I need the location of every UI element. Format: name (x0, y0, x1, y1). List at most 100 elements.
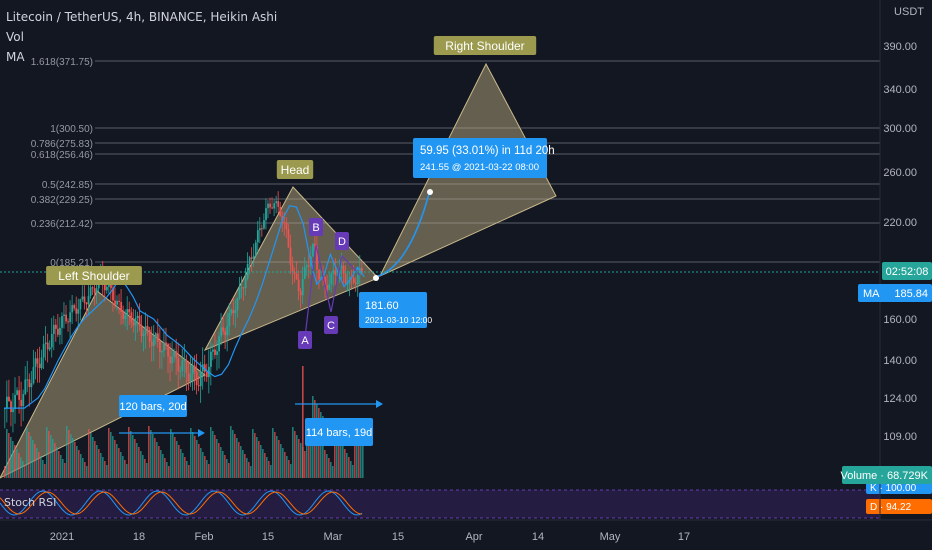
candle-body (106, 286, 108, 291)
volume-bar (44, 464, 46, 478)
candle-body (320, 276, 322, 280)
fib-level-label: 0.618(256.46) (31, 150, 93, 161)
candle-body (222, 327, 225, 332)
volume-bar (334, 429, 336, 478)
candle-body (165, 342, 167, 345)
candle-body (236, 298, 239, 311)
volume-bar (326, 454, 328, 478)
candles (4, 191, 363, 433)
candle-body (69, 312, 72, 323)
volume-bar (258, 441, 260, 478)
volume-bar (96, 445, 98, 478)
volume-bar (92, 437, 94, 478)
volume-bar (242, 450, 244, 478)
pattern-label: Right Shoulder (445, 39, 524, 53)
candle-body (163, 342, 165, 351)
volume-bar (118, 448, 120, 478)
volume-bar (354, 428, 356, 478)
volume-bar (106, 465, 108, 478)
fib-level-label: 0.786(275.83) (31, 139, 93, 150)
volume-bar (28, 432, 30, 478)
volume-bar (10, 437, 12, 478)
x-tick-label: 14 (532, 531, 544, 543)
candle-body (181, 360, 184, 371)
x-tick-label: Feb (195, 531, 214, 543)
candle-body (57, 328, 59, 335)
candle-body (93, 288, 96, 293)
candle-body (267, 203, 269, 209)
abcd-wave (304, 244, 361, 338)
volume-bar (150, 430, 152, 478)
candle-body (91, 287, 94, 289)
candle-body (79, 299, 82, 310)
y-tick-label: 260.00 (883, 167, 917, 179)
wave-label-bg (309, 218, 323, 236)
candle-body (134, 318, 137, 326)
volume-bar (200, 448, 202, 478)
volume-bar (68, 430, 70, 478)
volume-bar (194, 436, 196, 478)
candle-body (354, 282, 357, 284)
ma-indicator[interactable]: MA (6, 50, 25, 64)
volume-bar (158, 446, 160, 478)
candle-body (171, 356, 174, 364)
volume-bar (328, 458, 330, 478)
volume-bar (174, 437, 176, 478)
volume-bar (32, 440, 34, 478)
volume-bar (338, 437, 340, 478)
volume-bar (256, 437, 258, 478)
x-tick-label: 17 (678, 531, 690, 543)
volume-bar (234, 434, 236, 478)
candle-body (318, 269, 320, 280)
volume-bar (346, 453, 348, 478)
volume-bar (114, 440, 116, 478)
candle-body (173, 351, 176, 357)
fib-level-label: 0.236(212.42) (31, 219, 93, 230)
measure-label: 120 bars, 20d (119, 401, 186, 413)
volume-bar (214, 435, 216, 478)
volume-bar (220, 447, 222, 478)
candle-body (205, 371, 208, 378)
volume-bar (66, 426, 68, 478)
volume-tag: Volume · 68.729K (841, 470, 929, 482)
volume-bar (6, 429, 8, 478)
vol-indicator[interactable]: Vol (6, 30, 24, 44)
volume-bar (20, 457, 22, 478)
candle-body (316, 246, 318, 270)
y-tick-label: 220.00 (883, 217, 917, 229)
volume-bar (172, 433, 174, 478)
candle-body (248, 257, 251, 264)
candle-body (138, 315, 141, 326)
current-price-tag-bg (882, 262, 932, 280)
candle-body (361, 268, 363, 273)
candle-body (146, 326, 149, 330)
candle-body (293, 271, 296, 274)
candle-body (303, 267, 306, 280)
volume-bar (130, 431, 132, 478)
candle-body (344, 273, 347, 284)
volume-bar (300, 443, 302, 478)
x-tick-label: 2021 (50, 531, 74, 543)
projection-box-bg (413, 138, 547, 178)
candle-body (238, 288, 241, 299)
volume-bar (190, 428, 192, 478)
candle-body (216, 351, 218, 356)
volume-bar (262, 449, 264, 478)
measure-arrowhead (376, 400, 383, 408)
y-tick-label: 124.00 (883, 393, 917, 405)
ma-tag-value: 185.84 (894, 288, 928, 300)
candle-body (285, 223, 288, 230)
volume-bar (60, 455, 62, 478)
volume-bar (82, 458, 84, 478)
volume-bar (274, 432, 276, 478)
candle-body (187, 372, 190, 382)
wave-label-bg (335, 232, 349, 250)
volume-bar (208, 464, 210, 478)
candle-body (226, 326, 229, 336)
candle-body (326, 285, 329, 290)
candle-body (307, 265, 310, 267)
candle-body (65, 314, 67, 322)
candle-body (232, 309, 235, 314)
candle-body (277, 201, 280, 207)
